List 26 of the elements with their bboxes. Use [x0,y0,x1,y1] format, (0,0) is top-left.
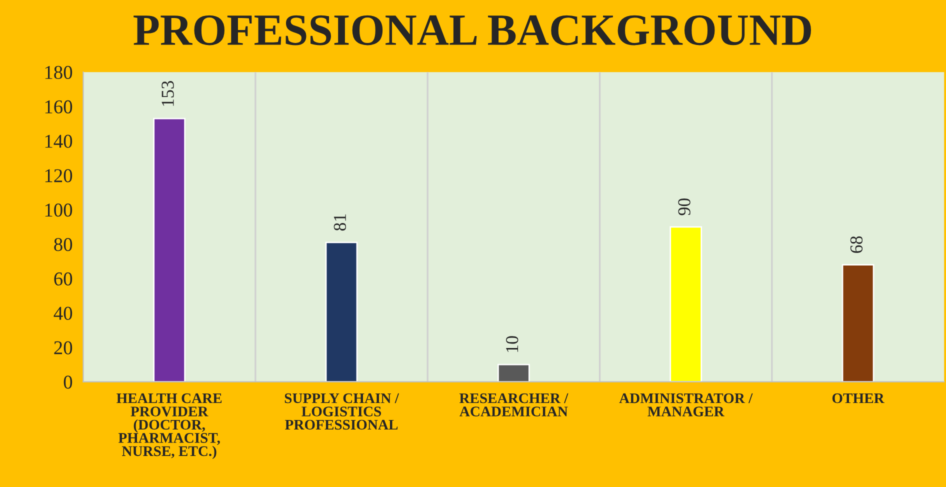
y-tick-label: 180 [45,66,72,80]
y-tick-label: 120 [45,169,72,182]
bar [153,118,186,382]
data-label: 68 [850,236,863,253]
bar [325,242,358,382]
data-label: 153 [162,81,174,106]
y-tick-label: 100 [45,204,72,217]
data-label: 90 [678,198,690,216]
y-tick-label: 40 [54,306,72,320]
y-tick-label: 80 [54,238,72,252]
y-tick-label: 160 [45,100,72,114]
chart-title: PROFESSIONAL BACKGROUND [134,15,811,46]
bar [842,264,874,382]
data-label: 81 [334,214,346,231]
x-tick-label: SUPPLY CHAIN / LOGISTICS PROFESSIONAL [284,393,400,430]
y-tick-label: 140 [45,134,72,148]
x-tick-label: HEALTH CARE PROVIDER (DOCTOR, PHARMACIST, NURSE, ETC.) [116,393,222,460]
y-tick-label: 20 [54,341,72,354]
x-tick-label: OTHER [832,393,884,404]
bar [670,226,702,382]
data-label: 10 [506,336,518,352]
bar [497,364,530,382]
y-tick-label: 0 [64,376,72,389]
y-tick-label: 60 [54,272,72,286]
x-tick-label: ADMINISTRATOR / MANAGER [619,393,753,416]
x-tick-label: RESEARCHER / ACADEMICIAN [459,393,568,416]
